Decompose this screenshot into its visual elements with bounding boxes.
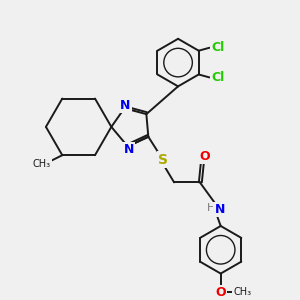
Text: O: O [215, 286, 226, 299]
Text: N: N [124, 143, 134, 156]
Text: H: H [207, 203, 215, 213]
Text: N: N [214, 202, 225, 216]
Text: Cl: Cl [211, 41, 224, 54]
Text: CH₃: CH₃ [32, 159, 50, 169]
Text: N: N [120, 99, 130, 112]
Text: S: S [158, 153, 168, 166]
Text: CH₃: CH₃ [233, 287, 252, 297]
Text: Cl: Cl [211, 71, 224, 84]
Text: O: O [200, 150, 210, 163]
